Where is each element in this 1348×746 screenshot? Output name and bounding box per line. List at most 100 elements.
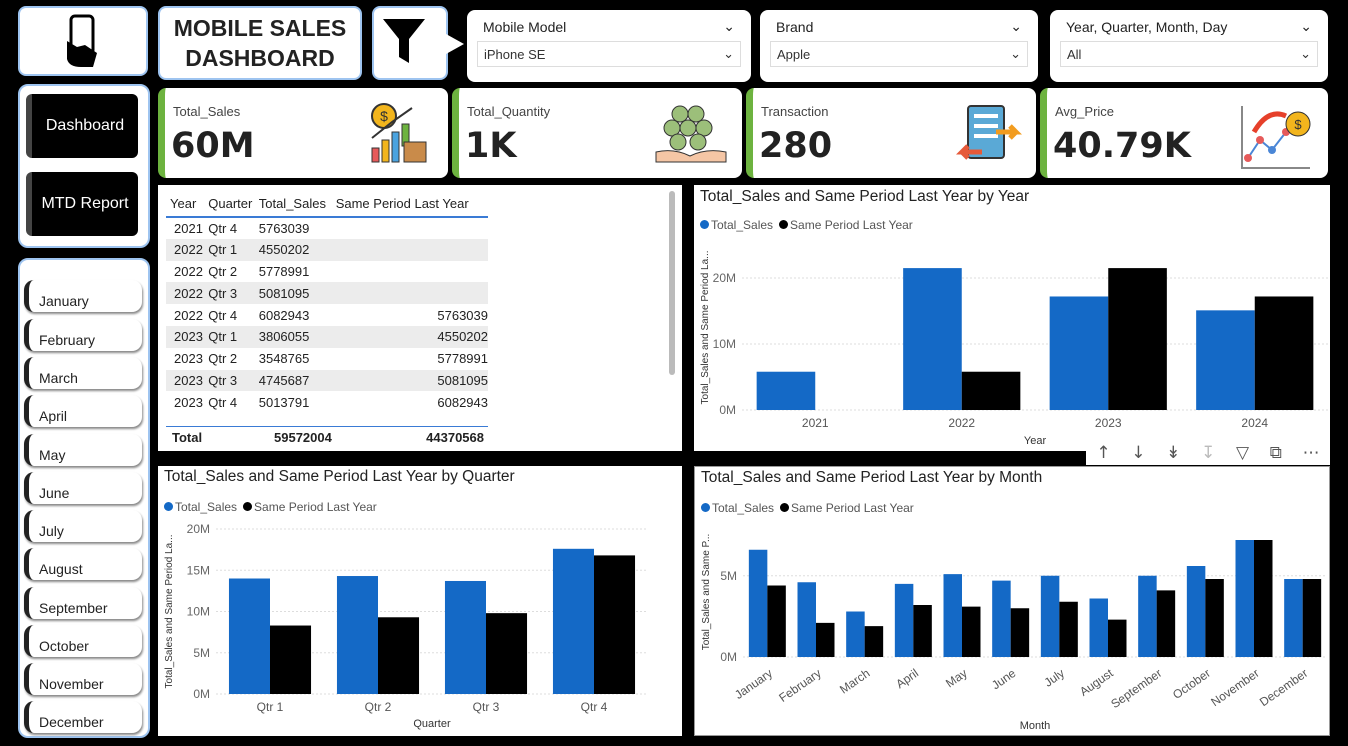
bar-total-sales[interactable] bbox=[894, 583, 914, 657]
column-header-total-sales[interactable]: Total_Sales bbox=[258, 196, 326, 211]
bar-last-year[interactable] bbox=[913, 605, 932, 657]
month-button-august[interactable]: August bbox=[24, 548, 142, 580]
bar-total-sales[interactable] bbox=[1284, 579, 1303, 657]
table-row[interactable]: 2023 Qtr 1 3806055 4550202 bbox=[166, 325, 488, 348]
more-options-icon[interactable]: ⋯ bbox=[1302, 443, 1320, 463]
chevron-down-icon[interactable]: ⌄ bbox=[723, 46, 734, 61]
table-cell: 2023 bbox=[174, 351, 203, 367]
month-button-may[interactable]: May bbox=[24, 434, 142, 466]
chevron-down-icon[interactable]: ⌄ bbox=[1010, 18, 1022, 34]
bar-total-sales[interactable] bbox=[903, 268, 962, 410]
bar-total-sales[interactable] bbox=[992, 580, 1011, 657]
bar-total-sales[interactable] bbox=[1186, 566, 1206, 657]
bar-total-sales[interactable] bbox=[1089, 598, 1108, 658]
bar-last-year[interactable] bbox=[962, 606, 981, 657]
bar-last-year[interactable] bbox=[1302, 579, 1322, 657]
chevron-down-icon[interactable]: ⌄ bbox=[1300, 18, 1312, 34]
bar-total-sales[interactable] bbox=[1196, 310, 1255, 410]
table-scrollbar[interactable] bbox=[669, 191, 675, 375]
table-total-row: Total 59572004 44370568 bbox=[166, 426, 488, 448]
drill-up-icon[interactable]: ↑ bbox=[1096, 443, 1111, 463]
bar-total-sales[interactable] bbox=[1040, 575, 1060, 657]
month-button-february[interactable]: February bbox=[24, 319, 142, 351]
table-row[interactable]: 2023 Qtr 2 3548765 5778991 bbox=[166, 348, 488, 370]
bar-last-year[interactable] bbox=[1156, 590, 1176, 657]
table-row[interactable]: 2023 Qtr 3 4745687 5081095 bbox=[166, 369, 488, 392]
bar-total-sales[interactable] bbox=[756, 371, 816, 410]
total-label: Total bbox=[172, 430, 203, 445]
bar-last-year[interactable] bbox=[594, 555, 636, 694]
table-row[interactable]: 2022 Qtr 1 4550202 bbox=[166, 238, 488, 261]
bar-last-year[interactable] bbox=[767, 585, 786, 658]
column-header-year[interactable]: Year bbox=[170, 196, 197, 211]
table-cell: Qtr 1 bbox=[208, 242, 238, 258]
expand-next-level-icon[interactable]: ↡ bbox=[1166, 443, 1181, 463]
bar-total-sales[interactable] bbox=[1235, 540, 1254, 657]
slicer-value: iPhone SE bbox=[484, 46, 546, 62]
bar-last-year[interactable] bbox=[1254, 540, 1273, 657]
funnel-icon bbox=[383, 19, 425, 63]
table-cell: 3548765 bbox=[258, 351, 310, 367]
bar-last-year[interactable] bbox=[1108, 619, 1127, 657]
bar-total-sales[interactable] bbox=[797, 582, 816, 657]
visual-toolbar: ↑ ↓ ↡ ↧ ▽ ⧉ ⋯ bbox=[1086, 441, 1330, 465]
column-header-quarter[interactable]: Quarter bbox=[208, 196, 253, 211]
table-row[interactable]: 2022 Qtr 2 5778991 bbox=[166, 261, 488, 283]
chevron-down-icon[interactable]: ⌄ bbox=[1010, 46, 1021, 61]
month-button-march[interactable]: March bbox=[24, 357, 142, 389]
bar-total-sales[interactable] bbox=[336, 576, 378, 694]
month-button-april[interactable]: April bbox=[24, 395, 142, 427]
slicer-mobile-model[interactable]: Mobile Model ⌄ iPhone SE ⌄ bbox=[467, 10, 751, 82]
table-row[interactable]: 2023 Qtr 4 5013791 6082943 bbox=[166, 391, 488, 413]
month-button-november[interactable]: November bbox=[24, 663, 142, 695]
filter-panel-button[interactable] bbox=[372, 6, 448, 80]
legend-item-last-year[interactable]: Same Period Last Year bbox=[780, 501, 914, 515]
bar-total-sales[interactable] bbox=[1049, 296, 1109, 410]
dashboard-button[interactable]: Dashboard bbox=[26, 94, 138, 158]
legend-item-total-sales[interactable]: Total_Sales bbox=[164, 500, 237, 514]
bar-last-year[interactable] bbox=[864, 626, 884, 657]
slicer-brand[interactable]: Brand ⌄ Apple ⌄ bbox=[760, 10, 1038, 82]
column-header-same-period-last-year[interactable]: Same Period Last Year bbox=[335, 196, 469, 211]
bar-total-sales[interactable] bbox=[1138, 575, 1157, 657]
filter-icon[interactable]: ▽ bbox=[1236, 443, 1250, 463]
month-button-january[interactable]: January bbox=[24, 280, 142, 312]
bar-last-year[interactable] bbox=[270, 625, 312, 694]
mtd-report-button[interactable]: MTD Report bbox=[26, 172, 138, 236]
month-button-july[interactable]: July bbox=[24, 510, 142, 542]
bar-total-sales[interactable] bbox=[748, 549, 768, 657]
bar-last-year[interactable] bbox=[486, 613, 528, 694]
legend-item-last-year[interactable]: Same Period Last Year bbox=[243, 500, 377, 514]
bar-total-sales[interactable] bbox=[552, 548, 594, 694]
bar-last-year[interactable] bbox=[1108, 268, 1167, 410]
bar-last-year[interactable] bbox=[816, 622, 835, 657]
bar-last-year[interactable] bbox=[1059, 601, 1078, 657]
bar-total-sales[interactable] bbox=[846, 611, 865, 658]
sales-table: Year Quarter Total_Sales Same Period Las… bbox=[166, 191, 488, 413]
y-tick-label: 5M bbox=[720, 569, 737, 583]
table-row[interactable]: 2021 Qtr 4 5763039 bbox=[166, 217, 488, 239]
legend-item-total-sales[interactable]: Total_Sales bbox=[701, 501, 774, 515]
month-button-october[interactable]: October bbox=[24, 625, 142, 657]
bar-total-sales[interactable] bbox=[943, 574, 962, 657]
legend-item-last-year[interactable]: Same Period Last Year bbox=[779, 218, 913, 232]
legend-item-total-sales[interactable]: Total_Sales bbox=[700, 218, 773, 232]
bar-last-year[interactable] bbox=[1010, 608, 1030, 657]
table-row[interactable]: 2022 Qtr 4 6082943 5763039 bbox=[166, 304, 488, 326]
month-button-september[interactable]: September bbox=[24, 587, 142, 619]
month-button-december[interactable]: December bbox=[24, 701, 142, 733]
chevron-down-icon[interactable]: ⌄ bbox=[723, 18, 735, 34]
table-row[interactable]: 2022 Qtr 3 5081095 bbox=[166, 282, 488, 305]
expand-hierarchy-icon[interactable]: ↧ bbox=[1201, 443, 1216, 463]
bar-total-sales[interactable] bbox=[228, 578, 270, 695]
bar-total-sales[interactable] bbox=[444, 580, 486, 694]
slicer-date[interactable]: Year, Quarter, Month, Day ⌄ All ⌄ bbox=[1050, 10, 1328, 82]
month-button-june[interactable]: June bbox=[24, 472, 142, 504]
bar-last-year[interactable] bbox=[1254, 296, 1314, 410]
drill-down-icon[interactable]: ↓ bbox=[1131, 443, 1146, 463]
bar-last-year[interactable] bbox=[378, 617, 420, 694]
chevron-down-icon[interactable]: ⌄ bbox=[1300, 46, 1311, 61]
focus-mode-icon[interactable]: ⧉ bbox=[1269, 443, 1282, 463]
bar-last-year[interactable] bbox=[961, 371, 1021, 410]
bar-last-year[interactable] bbox=[1205, 579, 1224, 657]
